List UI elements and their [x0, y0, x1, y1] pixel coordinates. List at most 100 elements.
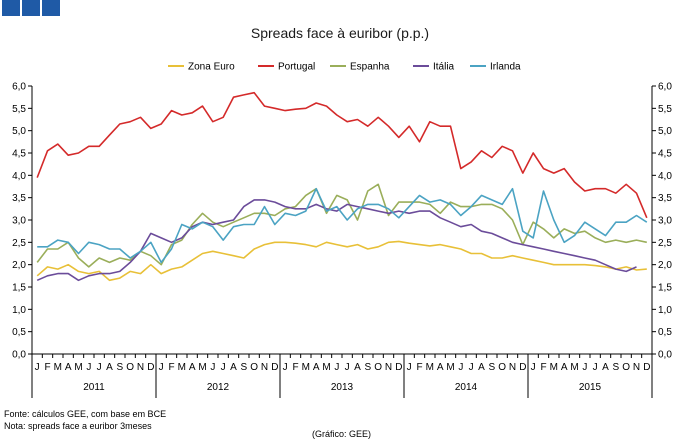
x-month-label: A — [65, 362, 72, 373]
y-tick-label-left: 2,0 — [12, 260, 26, 271]
x-year-label: 2012 — [207, 382, 230, 393]
y-tick-label-left: 4,0 — [12, 171, 26, 182]
y-tick-label-left: 4,5 — [12, 149, 26, 160]
series-line-4 — [37, 187, 648, 264]
x-month-label: J — [221, 362, 226, 373]
chart-plot-area — [36, 91, 648, 282]
legend-label-0: Zona Euro — [188, 62, 235, 73]
x-month-label: N — [261, 362, 268, 373]
x-month-label: A — [313, 362, 320, 373]
x-month-label: M — [178, 362, 186, 373]
x-month-label: J — [458, 362, 463, 373]
y-tick-label-right: 3,5 — [658, 193, 672, 204]
x-month-label: O — [374, 362, 382, 373]
x-month-label: S — [240, 362, 247, 373]
x-month-label: M — [198, 362, 206, 373]
x-month-label: J — [582, 362, 587, 373]
x-month-label: D — [519, 362, 526, 373]
x-month-label: A — [230, 362, 237, 373]
x-month-label: M — [302, 362, 310, 373]
header-badge-3 — [42, 0, 60, 16]
y-tick-label-left: 3,0 — [12, 216, 26, 227]
source-note: Fonte: cálculos GEE, com base em BCE — [4, 409, 167, 419]
y-tick-label-right: 2,0 — [658, 260, 672, 271]
y-tick-label-right: 1,5 — [658, 283, 672, 294]
x-month-label: A — [189, 362, 196, 373]
x-month-label: S — [488, 362, 495, 373]
x-month-label: J — [35, 362, 40, 373]
x-month-label: M — [322, 362, 330, 373]
y-tick-label-left: 5,0 — [12, 126, 26, 137]
x-month-label: O — [250, 362, 258, 373]
x-month-label: J — [283, 362, 288, 373]
y-tick-label-left: 3,5 — [12, 193, 26, 204]
x-month-label: N — [633, 362, 640, 373]
y-tick-label-right: 1,0 — [658, 305, 672, 316]
x-year-label: 2014 — [455, 382, 478, 393]
legend-label-4: Irlanda — [490, 62, 521, 73]
x-month-label: N — [385, 362, 392, 373]
x-month-label: A — [561, 362, 568, 373]
y-tick-label-right: 4,0 — [658, 171, 672, 182]
x-month-label: N — [509, 362, 516, 373]
x-month-label: A — [106, 362, 113, 373]
y-tick-label-right: 2,5 — [658, 238, 672, 249]
header-badge-2 — [22, 0, 40, 16]
y-tick-label-left: 1,0 — [12, 305, 26, 316]
x-month-label: S — [364, 362, 371, 373]
x-month-label: M — [54, 362, 62, 373]
x-month-label: S — [612, 362, 619, 373]
x-month-label: O — [622, 362, 630, 373]
x-month-label: J — [334, 362, 339, 373]
x-month-label: D — [147, 362, 154, 373]
x-month-label: J — [86, 362, 91, 373]
x-month-label: M — [570, 362, 578, 373]
series-line-1 — [36, 91, 648, 219]
x-month-label: J — [407, 362, 412, 373]
chart-axes: 0,0 0,0 0,5 0,5 1,0 1,0 1,5 1,5 2,0 2,0 2,5 2,5 3,0 3… — [12, 82, 672, 398]
x-month-label: M — [550, 362, 558, 373]
y-tick-label-right: 6,0 — [658, 82, 672, 93]
x-month-label: M — [74, 362, 82, 373]
legend-label-3: Itália — [433, 62, 455, 73]
x-year-label: 2015 — [579, 382, 602, 393]
y-tick-label-left: 6,0 — [12, 82, 26, 93]
legend-label-2: Espanha — [350, 62, 390, 73]
x-month-label: F — [416, 362, 422, 373]
x-month-label: J — [345, 362, 350, 373]
x-month-label: J — [210, 362, 215, 373]
legend-label-1: Portugal — [278, 62, 315, 73]
x-month-label: F — [540, 362, 546, 373]
y-tick-label-left: 0,0 — [12, 350, 26, 361]
x-month-label: J — [159, 362, 164, 373]
x-month-label: M — [426, 362, 434, 373]
y-tick-label-right: 0,5 — [658, 327, 672, 338]
chart-credit: (Gráfico: GEE) — [312, 429, 372, 439]
y-tick-label-left: 1,5 — [12, 283, 26, 294]
x-month-label: F — [44, 362, 50, 373]
x-month-label: F — [168, 362, 174, 373]
x-month-label: N — [137, 362, 144, 373]
y-tick-label-left: 0,5 — [12, 327, 26, 338]
x-month-label: O — [126, 362, 134, 373]
y-tick-label-right: 5,0 — [658, 126, 672, 137]
x-month-label: J — [97, 362, 102, 373]
x-month-label: D — [395, 362, 402, 373]
x-month-label: O — [498, 362, 506, 373]
series-line-3 — [36, 199, 637, 282]
y-tick-label-left: 5,5 — [12, 104, 26, 115]
x-month-label: J — [531, 362, 536, 373]
x-month-label: S — [116, 362, 123, 373]
y-tick-label-right: 3,0 — [658, 216, 672, 227]
x-month-label: A — [478, 362, 485, 373]
y-tick-label-left: 2,5 — [12, 238, 26, 249]
x-month-label: A — [602, 362, 609, 373]
x-month-label: A — [354, 362, 361, 373]
x-year-label: 2013 — [331, 382, 354, 393]
x-month-label: M — [446, 362, 454, 373]
x-month-label: A — [437, 362, 444, 373]
series-note: Nota: spreads face a euribor 3meses — [4, 421, 152, 431]
x-month-label: F — [292, 362, 298, 373]
x-month-label: J — [469, 362, 474, 373]
